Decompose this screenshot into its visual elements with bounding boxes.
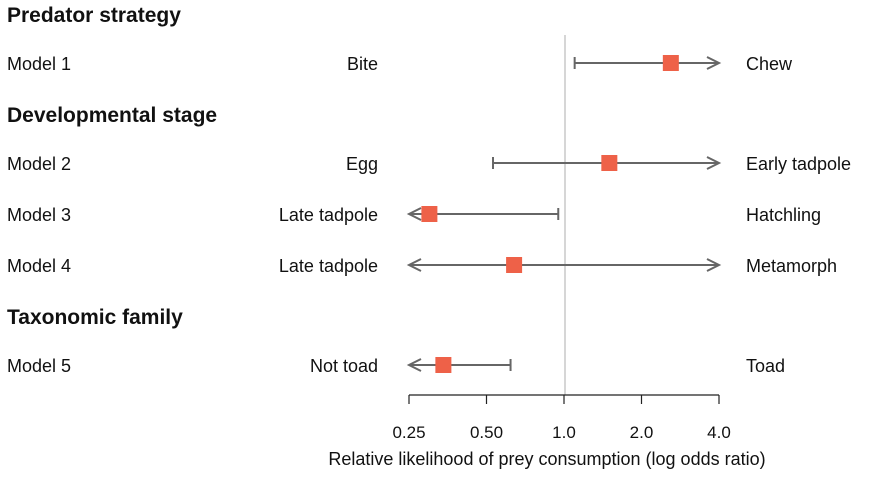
ci-low-arrow: [406, 258, 422, 272]
model-label: Model 1: [7, 54, 71, 74]
left-category-label: Late tadpole: [279, 256, 378, 276]
model-label: Model 4: [7, 256, 71, 276]
ci-high-arrow: [706, 156, 722, 170]
x-axis-label: Relative likelihood of prey consumption …: [328, 449, 765, 469]
group-title: Developmental stage: [7, 104, 217, 127]
left-category-label: Egg: [346, 154, 378, 174]
right-category-label: Chew: [746, 54, 793, 74]
group-title: Predator strategy: [7, 4, 181, 27]
estimate-marker: [506, 257, 523, 273]
left-category-label: Bite: [347, 54, 378, 74]
left-category-label: Not toad: [310, 356, 378, 376]
ci-low-arrow: [406, 207, 422, 221]
right-category-label: Hatchling: [746, 205, 821, 225]
estimate-marker: [662, 55, 679, 71]
model-label: Model 5: [7, 356, 71, 376]
ci-high-arrow: [706, 258, 722, 272]
right-category-label: Metamorph: [746, 256, 837, 276]
estimate-marker: [435, 357, 452, 373]
estimate-marker: [601, 155, 618, 171]
ci-high-arrow: [706, 56, 722, 70]
x-tick-label: 2.0: [630, 423, 654, 442]
model-label: Model 3: [7, 205, 71, 225]
x-tick-label: 4.0: [707, 423, 731, 442]
x-tick-label: 0.50: [470, 423, 503, 442]
model-label: Model 2: [7, 154, 71, 174]
x-tick-label: 0.25: [392, 423, 425, 442]
group-title: Taxonomic family: [7, 306, 183, 329]
right-category-label: Toad: [746, 356, 785, 376]
estimate-marker: [421, 206, 438, 222]
ci-low-arrow: [406, 358, 422, 372]
x-tick-label: 1.0: [552, 423, 576, 442]
x-axis: 0.25 0.50 1.0 2.0 4.0: [392, 394, 731, 442]
right-category-label: Early tadpole: [746, 154, 851, 174]
left-category-label: Late tadpole: [279, 205, 378, 225]
